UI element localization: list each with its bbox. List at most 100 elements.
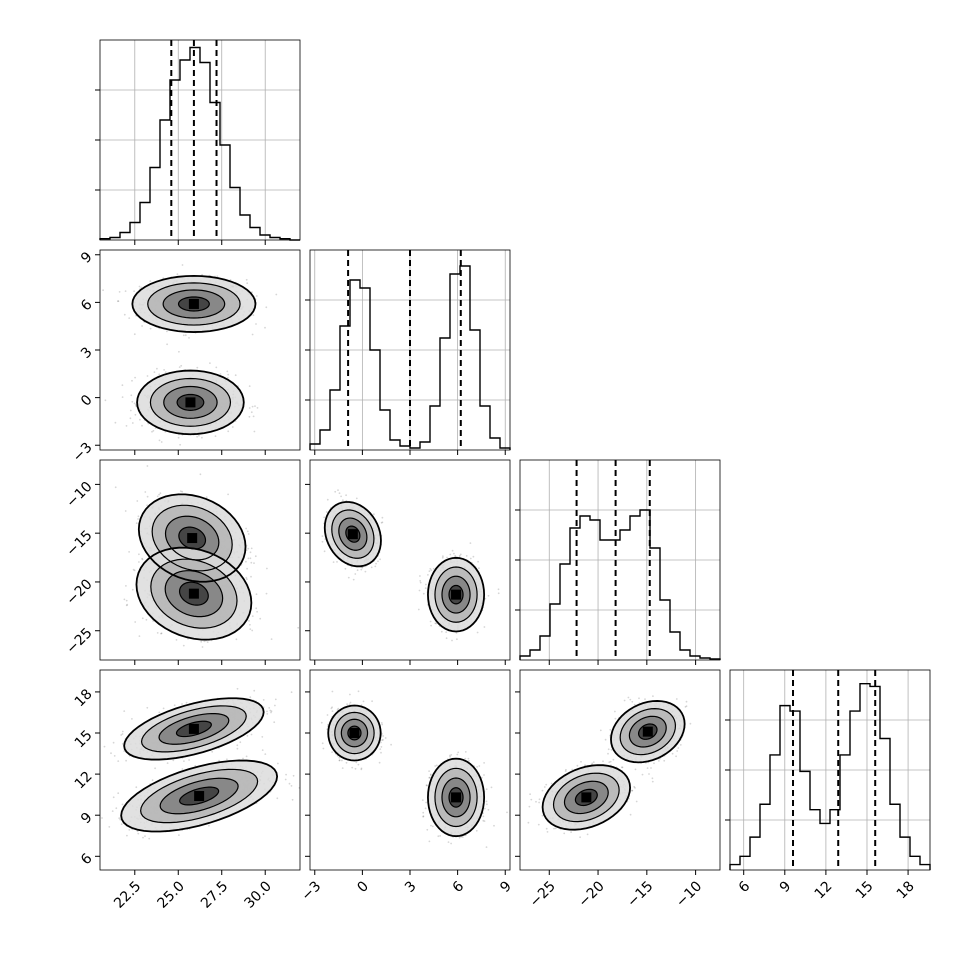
- scatter-point: [381, 516, 384, 519]
- scatter-point: [145, 618, 148, 621]
- scatter-point: [141, 558, 144, 561]
- scatter-point: [181, 490, 184, 493]
- scatter-point: [125, 604, 128, 607]
- scatter-point: [469, 542, 472, 544]
- scatter-point: [458, 554, 461, 557]
- density-peak-2_0-0: [187, 533, 198, 544]
- scatter-point: [250, 547, 253, 550]
- scatter-point: [354, 573, 357, 575]
- hist-grid-0: [95, 40, 300, 240]
- scatter-point: [251, 615, 254, 617]
- density-peak-1_0-0: [188, 298, 199, 309]
- scatter-point: [255, 323, 257, 325]
- scatter-point: [140, 286, 143, 289]
- scatter-point: [497, 588, 500, 591]
- scatter-point: [250, 411, 253, 414]
- scatter-point: [246, 282, 249, 285]
- scatter-point: [114, 421, 117, 424]
- scatter-point: [259, 617, 262, 620]
- scatter-point: [377, 560, 379, 563]
- scatter-point: [158, 439, 161, 442]
- scatter-point: [126, 603, 129, 606]
- scatter-point: [297, 626, 300, 629]
- scatter-point: [149, 280, 152, 282]
- scatter-point: [152, 429, 155, 432]
- scatter-point: [321, 540, 324, 543]
- scatter-point: [133, 333, 136, 336]
- scatter-point: [375, 562, 377, 565]
- contour-line-1_0-1-2: [149, 377, 232, 427]
- scatter-point: [355, 497, 358, 500]
- scatter-point: [125, 599, 128, 602]
- scatter-point: [175, 639, 178, 641]
- scatter-panel-frame-2_0: [99, 459, 301, 661]
- scatter-point: [255, 593, 258, 596]
- contour-line-1_0-0-2: [147, 282, 241, 326]
- scatter-point: [179, 490, 182, 492]
- scatter-point: [162, 277, 165, 279]
- scatter-point: [164, 371, 167, 373]
- contour-line-1_0-0-3: [131, 274, 257, 333]
- scatter-point: [338, 492, 341, 495]
- scatter-point: [144, 491, 147, 493]
- scatter-point: [323, 550, 326, 553]
- scatter-point: [254, 555, 257, 558]
- scatter-point: [102, 289, 104, 292]
- scatter-point: [146, 465, 149, 467]
- scatter-point: [356, 569, 359, 572]
- scatter-point: [248, 385, 251, 387]
- scatter-point: [347, 576, 350, 579]
- hist-panel-frame-2: [519, 459, 721, 661]
- scatter-point: [336, 561, 338, 563]
- scatter-point: [216, 275, 219, 278]
- scatter-point: [159, 492, 162, 495]
- scatter-point: [125, 425, 128, 427]
- scatter-point: [245, 278, 248, 281]
- scatter-panel-2_0: [114, 465, 300, 663]
- scatter-point: [133, 290, 136, 293]
- scatter-point: [451, 549, 454, 552]
- contour-line-2_0-0-0: [178, 526, 207, 550]
- scatter-point: [138, 635, 141, 637]
- scatter-point: [200, 640, 203, 643]
- hist-panel-frame-0: [99, 39, 301, 241]
- scatter-point: [275, 293, 278, 296]
- scatter-point: [178, 350, 180, 353]
- scatter-point: [422, 592, 425, 595]
- scatter-point: [141, 325, 144, 327]
- scatter-point: [360, 568, 363, 571]
- contour-line-2_0-1-2: [150, 558, 238, 629]
- scatter-point: [138, 285, 141, 288]
- scatter-point: [199, 473, 202, 476]
- scatter-point: [134, 376, 137, 379]
- scatter-point: [123, 598, 126, 601]
- scatter-point: [132, 568, 135, 571]
- scatter-point: [454, 554, 457, 557]
- scatter-point: [227, 430, 230, 433]
- scatter-point: [196, 366, 199, 369]
- scatter-point: [166, 343, 169, 346]
- scatter-point: [250, 561, 253, 564]
- contour-line-2_0-0-2: [151, 504, 233, 572]
- scatter-point: [255, 661, 257, 663]
- scatter-point: [133, 569, 136, 572]
- scatter-point: [246, 578, 248, 581]
- scatter-point: [250, 575, 252, 578]
- scatter-point: [153, 371, 156, 373]
- scatter-point: [215, 366, 218, 369]
- scatter-point: [131, 588, 134, 591]
- scatter-point: [176, 273, 179, 276]
- scatter-point: [131, 422, 134, 424]
- scatter-point: [129, 409, 132, 412]
- scatter-point: [156, 495, 159, 498]
- scatter-point: [429, 620, 432, 623]
- scatter-point: [156, 632, 159, 634]
- scatter-point: [235, 638, 238, 641]
- scatter-point: [266, 567, 268, 570]
- scatter-point: [146, 495, 149, 498]
- scatter-point: [121, 384, 124, 387]
- scatter-point: [146, 375, 149, 377]
- contour-line-1_0-1-1: [163, 385, 218, 419]
- contour-line-2_0-1-3: [135, 546, 253, 641]
